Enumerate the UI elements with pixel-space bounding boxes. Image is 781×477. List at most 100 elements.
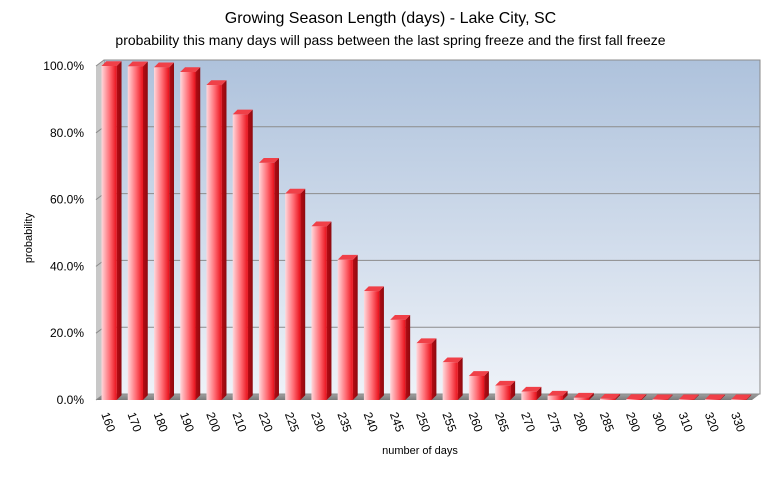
x-tick-label: 245 [387,410,407,434]
x-tick-label: 265 [492,410,512,434]
bar-top [363,286,384,292]
bar [442,362,458,400]
bar [337,259,353,400]
bar [705,399,721,400]
x-tick-label: 310 [676,410,696,434]
bar-side [326,221,332,400]
bar-top [101,61,122,66]
gridline-side [95,59,105,67]
chart-title: Growing Season Length (days) - Lake City… [224,10,557,27]
bar-top [337,254,358,260]
bar [258,162,275,400]
x-tick-label: 320 [702,410,722,434]
x-tick-label: 250 [413,410,433,434]
bar-top [206,80,227,86]
bar-top [705,394,726,400]
bar [600,398,616,400]
bar [468,375,485,400]
bar-side [247,109,253,400]
bar-top [626,394,647,399]
bar-side [379,286,384,400]
y-tick-label: 80.0% [50,126,84,140]
y-tick-label: 0.0% [57,393,85,407]
bar-side [195,67,201,400]
y-tick-label: 20.0% [50,326,84,340]
bar-top [127,61,148,67]
bar-side [274,158,279,400]
y-tick-label: 40.0% [50,259,84,273]
bar-side [221,80,227,400]
bar-side [431,338,437,400]
bar-side [142,61,148,401]
bar-top [600,393,621,399]
x-tick-label: 180 [151,410,171,434]
x-tick-label: 270 [518,410,538,434]
x-tick-label: 230 [308,410,328,434]
x-tick-label: 160 [98,410,118,434]
x-tick-label: 300 [649,410,669,434]
x-tick-label: 260 [466,410,486,434]
x-tick-label: 210 [230,410,250,434]
bar [232,114,248,401]
x-tick-label: 190 [177,410,197,434]
bar-side [510,380,516,400]
bar-top [258,158,279,163]
bar-top [180,67,201,73]
x-tick-label: 275 [544,410,564,434]
bar-side [352,254,358,400]
x-tick-label: 255 [439,410,459,434]
x-tick-label: 280 [571,410,591,434]
bar-top [311,221,332,227]
bar [573,397,590,400]
bar-top [232,109,253,115]
bar-side [720,394,726,400]
bar [416,343,432,400]
bar-side [300,188,306,400]
bar-top [547,390,568,396]
bar-side [536,386,542,400]
bar [547,395,563,400]
bar [626,398,642,400]
bar-side [589,392,594,400]
bar-side [169,62,175,400]
bar-side [694,394,699,400]
bar-top [573,392,594,398]
bar [390,319,406,400]
bar-side [667,394,673,400]
bar [311,226,327,400]
bar [678,399,695,400]
bar-top [416,338,437,344]
bar-side [562,390,568,400]
y-axis-title: probability [23,212,35,263]
bar [495,385,511,400]
bar-side [746,394,752,400]
chart-subtitle: probability this many days will pass bet… [115,32,666,48]
x-tick-label: 285 [597,410,617,434]
bar [206,85,222,401]
bar-top [442,357,463,363]
bar-top [652,394,673,400]
bar-top [678,394,699,400]
bar [285,193,301,400]
bar [652,399,668,400]
bar-top [521,386,542,392]
bar [180,72,196,401]
y-tick-label: 100.0% [43,59,84,73]
bar [521,391,537,400]
bar [127,66,143,401]
bar-top [285,188,306,194]
x-axis-title: number of days [382,445,458,457]
x-tick-label: 235 [334,410,354,434]
bar-side [641,394,647,400]
bar [153,67,170,400]
bar-side [484,371,489,400]
bar [101,66,117,400]
bar-side [457,357,463,400]
bar-side [405,315,411,400]
y-tick-label: 60.0% [50,193,84,207]
x-tick-label: 290 [623,410,643,434]
bar [363,291,380,400]
bar-top [495,380,516,386]
x-tick-label: 220 [256,410,276,434]
